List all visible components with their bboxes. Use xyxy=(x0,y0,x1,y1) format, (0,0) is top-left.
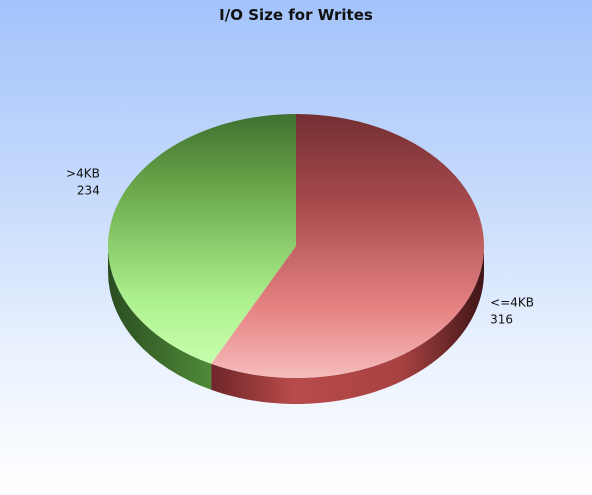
slice-label-name-1: >4KB xyxy=(66,166,100,180)
slice-label-value-0: 316 xyxy=(490,313,513,327)
pie-slice-side-0 xyxy=(211,246,484,404)
pie-slice-0 xyxy=(211,114,484,378)
slice-label-value-1: 234 xyxy=(77,183,100,197)
pie-slice-1 xyxy=(107,114,297,364)
pie-slice-side-1 xyxy=(108,246,212,390)
slice-label-name-0: <=4KB xyxy=(490,296,534,310)
slice-labels: <=4KB 316 >4KB 234 xyxy=(66,166,534,326)
pie-layer xyxy=(107,114,484,404)
chart-title: I/O Size for Writes xyxy=(219,6,373,24)
